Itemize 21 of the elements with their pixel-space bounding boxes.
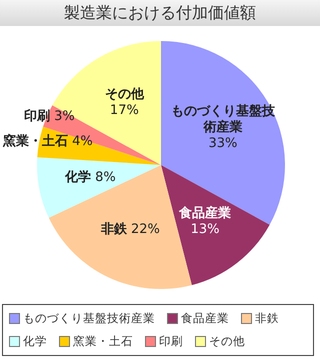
legend-label: その他 (209, 334, 245, 349)
data-label: 22% (130, 222, 160, 238)
legend-label: 印刷 (159, 334, 183, 349)
legend-label: 食品産業 (181, 311, 229, 326)
data-label: 3% (54, 108, 75, 124)
slice-label: ものづくり基盤技術産業 (170, 104, 275, 136)
data-label: 8% (95, 170, 116, 186)
data-label: 33% (208, 136, 238, 152)
legend-label: ものづくり基盤技術産業 (23, 311, 155, 326)
legend-label: 非鉄 (255, 311, 279, 326)
slice-label: 非鉄 (100, 222, 127, 238)
data-label: 13% (190, 222, 220, 237)
data-label: 17% (110, 103, 139, 118)
chart-title: 製造業における付加価値額 (0, 0, 320, 26)
slice-label: その他 (104, 87, 144, 102)
data-label: 4% (72, 134, 93, 150)
slice-label: 食品産業 (179, 206, 232, 221)
legend-label: 窯業・土石 (73, 334, 133, 349)
legend-label: 化学 (23, 334, 47, 349)
slice-label: 窯業・土石 (3, 134, 68, 150)
slice-label: 化学 (64, 170, 91, 186)
